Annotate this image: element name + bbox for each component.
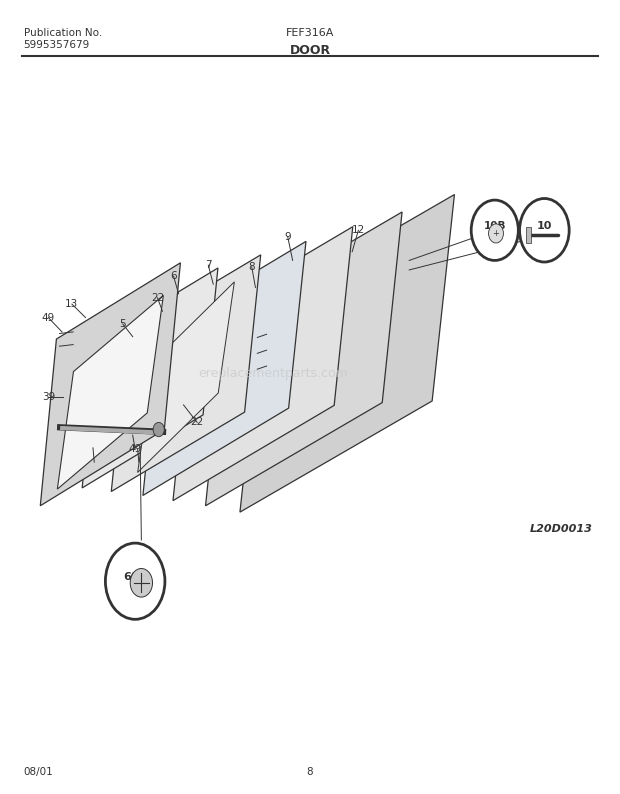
Polygon shape bbox=[57, 295, 164, 489]
Polygon shape bbox=[206, 212, 402, 506]
Text: 5: 5 bbox=[120, 319, 126, 329]
Polygon shape bbox=[112, 255, 260, 491]
Polygon shape bbox=[82, 268, 218, 488]
Text: 22: 22 bbox=[151, 293, 164, 303]
Text: 10B: 10B bbox=[484, 222, 506, 231]
Text: 13: 13 bbox=[65, 299, 79, 309]
Text: 10: 10 bbox=[537, 222, 552, 231]
Text: 12: 12 bbox=[352, 225, 365, 235]
Polygon shape bbox=[40, 263, 180, 506]
Text: 08/01: 08/01 bbox=[24, 766, 53, 777]
Polygon shape bbox=[173, 226, 353, 500]
Text: 22: 22 bbox=[190, 418, 204, 427]
Text: 49: 49 bbox=[42, 313, 55, 322]
Text: 5995357679: 5995357679 bbox=[24, 40, 90, 50]
Text: ereplacementparts.com: ereplacementparts.com bbox=[198, 367, 348, 380]
Text: DOOR: DOOR bbox=[290, 44, 330, 56]
Text: 49: 49 bbox=[128, 445, 142, 454]
Circle shape bbox=[130, 569, 153, 597]
Circle shape bbox=[489, 224, 503, 243]
Text: 6: 6 bbox=[170, 272, 177, 281]
Polygon shape bbox=[240, 195, 454, 512]
Text: Publication No.: Publication No. bbox=[24, 28, 102, 38]
Text: 8: 8 bbox=[307, 766, 313, 777]
Text: FEF316A: FEF316A bbox=[286, 28, 334, 38]
Text: 60B: 60B bbox=[123, 572, 147, 582]
Text: L20D0013: L20D0013 bbox=[530, 524, 593, 534]
Circle shape bbox=[471, 200, 518, 260]
Polygon shape bbox=[138, 282, 234, 472]
Text: 8: 8 bbox=[249, 262, 255, 272]
Text: +: + bbox=[492, 229, 500, 238]
Circle shape bbox=[153, 422, 164, 437]
Polygon shape bbox=[526, 227, 531, 243]
Text: 39: 39 bbox=[42, 392, 55, 402]
Circle shape bbox=[105, 543, 165, 619]
Polygon shape bbox=[143, 241, 306, 495]
Text: 9: 9 bbox=[285, 232, 291, 241]
Text: 7: 7 bbox=[205, 260, 211, 270]
Circle shape bbox=[520, 198, 569, 262]
